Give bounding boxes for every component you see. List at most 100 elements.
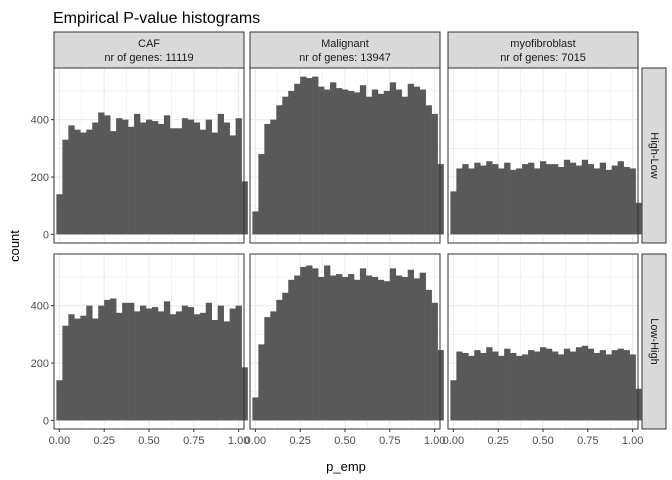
histogram-bar (104, 115, 111, 235)
histogram-bar (294, 83, 301, 235)
x-tick-label: 0.25 (289, 435, 310, 447)
histogram-bar (480, 352, 487, 421)
histogram-bar (575, 165, 583, 235)
histogram-bar (581, 345, 589, 421)
histogram-bar (122, 119, 129, 235)
histogram-bar (181, 118, 189, 235)
histogram-bar (611, 350, 618, 421)
y-axis-title: count (7, 230, 22, 262)
histogram-bar (235, 305, 242, 421)
histogram-bar (395, 89, 403, 235)
histogram-bar (211, 319, 218, 421)
y-tick-label: 0 (43, 415, 49, 427)
y-tick-label: 400 (31, 301, 49, 313)
histogram-bar (193, 314, 201, 421)
histogram-bar (110, 298, 117, 421)
histogram-bar (425, 105, 432, 235)
histogram-bar (157, 311, 165, 421)
histogram-bar (169, 314, 177, 421)
histogram-bar (74, 129, 81, 235)
histogram-bar (365, 96, 373, 235)
histogram-bar (587, 348, 595, 421)
histogram-bar (146, 308, 153, 421)
histogram-bar (587, 164, 595, 235)
histogram-bar (336, 274, 343, 421)
histogram-bar (413, 278, 420, 421)
histogram-bar (241, 367, 248, 421)
histogram-bar (294, 275, 301, 421)
histogram-bar (282, 292, 289, 421)
x-tick-label: 0.50 (138, 435, 159, 447)
histogram-bar (104, 299, 111, 421)
histogram-bar (534, 168, 541, 235)
histogram-bar (86, 129, 93, 235)
histogram-bar (252, 211, 259, 235)
histogram-bar (563, 159, 571, 235)
chart-title: Empirical P-value histograms (53, 10, 260, 27)
histogram-bar (235, 118, 242, 235)
row-strip-0: High-Low (641, 67, 667, 244)
histogram-bar (551, 164, 559, 235)
column-strip-gene-count: nr of genes: 11119 (104, 52, 193, 64)
x-tick-label: 0.25 (93, 435, 114, 447)
histogram-bar (611, 165, 618, 235)
histogram-bar (383, 90, 391, 235)
histogram-bar (617, 161, 624, 235)
histogram-bar (86, 305, 93, 421)
histogram-bar (557, 166, 565, 235)
histogram-bar (504, 348, 511, 421)
histogram-bar (163, 301, 171, 421)
x-tick-label: 0.50 (532, 435, 553, 447)
histogram-bar (504, 162, 511, 235)
histogram-bar (140, 305, 147, 421)
panel-1-1: 0.00 0.25 0.50 0.75 1.00 (245, 253, 445, 447)
x-tick-label: 0.00 (245, 435, 266, 447)
histogram-bar (623, 350, 630, 421)
histogram-bar (270, 119, 277, 235)
histogram-bar (401, 96, 409, 235)
histogram-bar (175, 128, 183, 235)
column-strip-gene-count: nr of genes: 7015 (500, 52, 586, 64)
histogram-bar (134, 113, 141, 235)
histogram-bar (229, 308, 236, 421)
histogram-bar (551, 351, 559, 421)
x-tick-label: 0.50 (334, 435, 355, 447)
histogram-bar (437, 164, 444, 235)
histogram-bar (169, 128, 177, 235)
histogram-bar (128, 126, 135, 235)
histogram-bar (540, 347, 547, 421)
histogram-bar (431, 302, 438, 421)
histogram-bar (581, 159, 589, 235)
row-strip-label: High-Low (648, 132, 660, 179)
panel-1-0: 0 200 400 0.00 0.25 0.50 0.75 1.00 (31, 253, 249, 447)
histogram-bar (68, 314, 75, 421)
histogram-bar (623, 166, 630, 235)
histogram-bar (528, 350, 535, 421)
histogram-bar (347, 90, 355, 235)
column-strip-box (447, 31, 639, 69)
histogram-bar (377, 279, 385, 421)
histogram-bar (80, 315, 87, 421)
histogram-bar (62, 325, 69, 421)
histogram-bar (151, 307, 159, 421)
histogram-bar (175, 311, 183, 421)
histogram-bar (635, 202, 642, 235)
x-tick-label: 0.75 (183, 435, 204, 447)
histogram-bar (605, 169, 612, 235)
histogram-bar (599, 350, 607, 421)
histogram-bar (545, 348, 553, 421)
histogram-bar (98, 305, 105, 421)
y-tick-label: 200 (31, 358, 49, 370)
histogram-bar (151, 121, 159, 235)
histogram-bar (419, 272, 426, 421)
histogram-bar (140, 122, 147, 235)
histogram-bar (545, 164, 553, 235)
histogram-bar (312, 76, 319, 235)
histogram-bar (318, 86, 325, 235)
histogram-bar (116, 312, 123, 421)
histogram-bar (510, 169, 517, 235)
histogram-bar (480, 165, 487, 235)
histogram-bar (563, 348, 571, 421)
histogram-bar (300, 76, 307, 235)
histogram-bar (258, 344, 265, 421)
